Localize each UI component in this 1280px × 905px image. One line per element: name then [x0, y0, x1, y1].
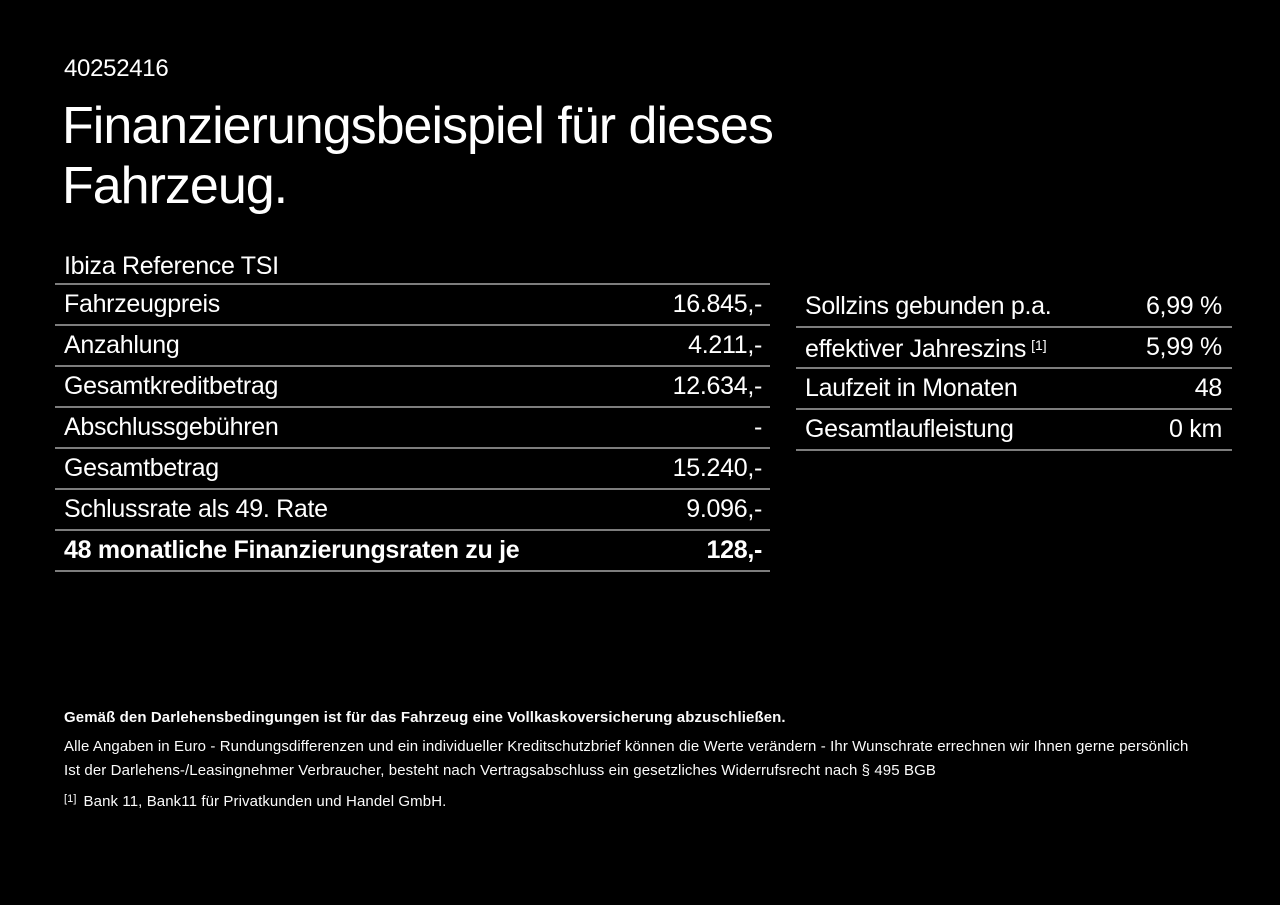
table-row-fahrzeugpreis: Fahrzeugpreis 16.845,- [55, 285, 770, 326]
row-value: 6,99 % [1145, 292, 1222, 320]
table-row-gesamtbetrag: Gesamtbetrag 15.240,- [55, 449, 770, 490]
footnote-text: Bank 11, Bank11 für Privatkunden und Han… [83, 793, 447, 810]
row-label: Schlussrate als 49. Rate [64, 495, 328, 523]
table-row-abschlussgebuehren: Abschlussgebühren - [55, 408, 770, 449]
table-row-gesamtkreditbetrag: Gesamtkreditbetrag 12.634,- [55, 367, 770, 408]
row-value: 4.211,- [688, 331, 762, 359]
insurance-note: Gemäß den Darlehensbedingungen ist für d… [64, 709, 786, 726]
table-row-gesamtlaufleistung: Gesamtlaufleistung 0 km [796, 410, 1232, 451]
row-label: 48 monatliche Finanzierungsraten zu je [64, 536, 520, 564]
row-value: 0 km [1169, 415, 1222, 443]
row-value: - [753, 413, 762, 441]
table-row-monatsrate: 48 monatliche Finanzierungsraten zu je 1… [55, 531, 770, 572]
conditions-table: Sollzins gebunden p.a. 6,99 % effektiver… [796, 287, 1232, 451]
row-label: Sollzins gebunden p.a. [805, 292, 1052, 320]
table-row-sollzins: Sollzins gebunden p.a. 6,99 % [796, 287, 1232, 328]
table-row-anzahlung: Anzahlung 4.211,- [55, 326, 770, 367]
table-row-effektiver-jahreszins: effektiver Jahreszins [1] 5,99 % [796, 328, 1232, 369]
row-label: Laufzeit in Monaten [805, 374, 1018, 402]
finance-table: Ibiza Reference TSI Fahrzeugpreis 16.845… [55, 248, 770, 572]
row-label: Gesamtbetrag [64, 454, 219, 482]
row-value: 48 [1194, 374, 1223, 402]
document-number: 40252416 [64, 55, 169, 82]
page-title: Finanzierungsbeispiel für dieses Fahrzeug… [62, 96, 774, 216]
withdrawal-note: Ist der Darlehens-/Leasingnehmer Verbrau… [64, 762, 936, 779]
footnote-reference: [1] [1031, 337, 1047, 353]
vehicle-name: Ibiza Reference TSI [55, 248, 770, 285]
bank-footnote: [1] Bank 11, Bank11 für Privatkunden und … [64, 787, 1224, 814]
row-label: Anzahlung [64, 331, 180, 359]
table-row-schlussrate: Schlussrate als 49. Rate 9.096,- [55, 490, 770, 531]
row-value: 128,- [706, 536, 763, 564]
row-value: 9.096,- [686, 495, 762, 523]
footnotes-section: Gemäß den Darlehensbedingungen ist für d… [64, 706, 1224, 814]
row-label: Abschlussgebühren [64, 413, 279, 441]
row-label: effektiver Jahreszins [1] [805, 335, 1047, 363]
disclaimer-note: Alle Angaben in Euro - Rundungsdifferenz… [64, 738, 1189, 755]
title-line-1: Finanzierungsbeispiel für dieses [62, 97, 774, 155]
title-line-2: Fahrzeug. [62, 157, 288, 215]
row-value: 5,99 % [1145, 333, 1222, 361]
row-label: Gesamtlaufleistung [805, 415, 1014, 443]
footnote-marker: [1] [64, 793, 77, 805]
row-value: 12.634,- [672, 372, 763, 400]
row-label: Gesamtkreditbetrag [64, 372, 279, 400]
row-value: 15.240,- [672, 454, 763, 482]
table-row-laufzeit: Laufzeit in Monaten 48 [796, 369, 1232, 410]
row-value: 16.845,- [672, 290, 763, 318]
row-label: Fahrzeugpreis [64, 290, 220, 318]
